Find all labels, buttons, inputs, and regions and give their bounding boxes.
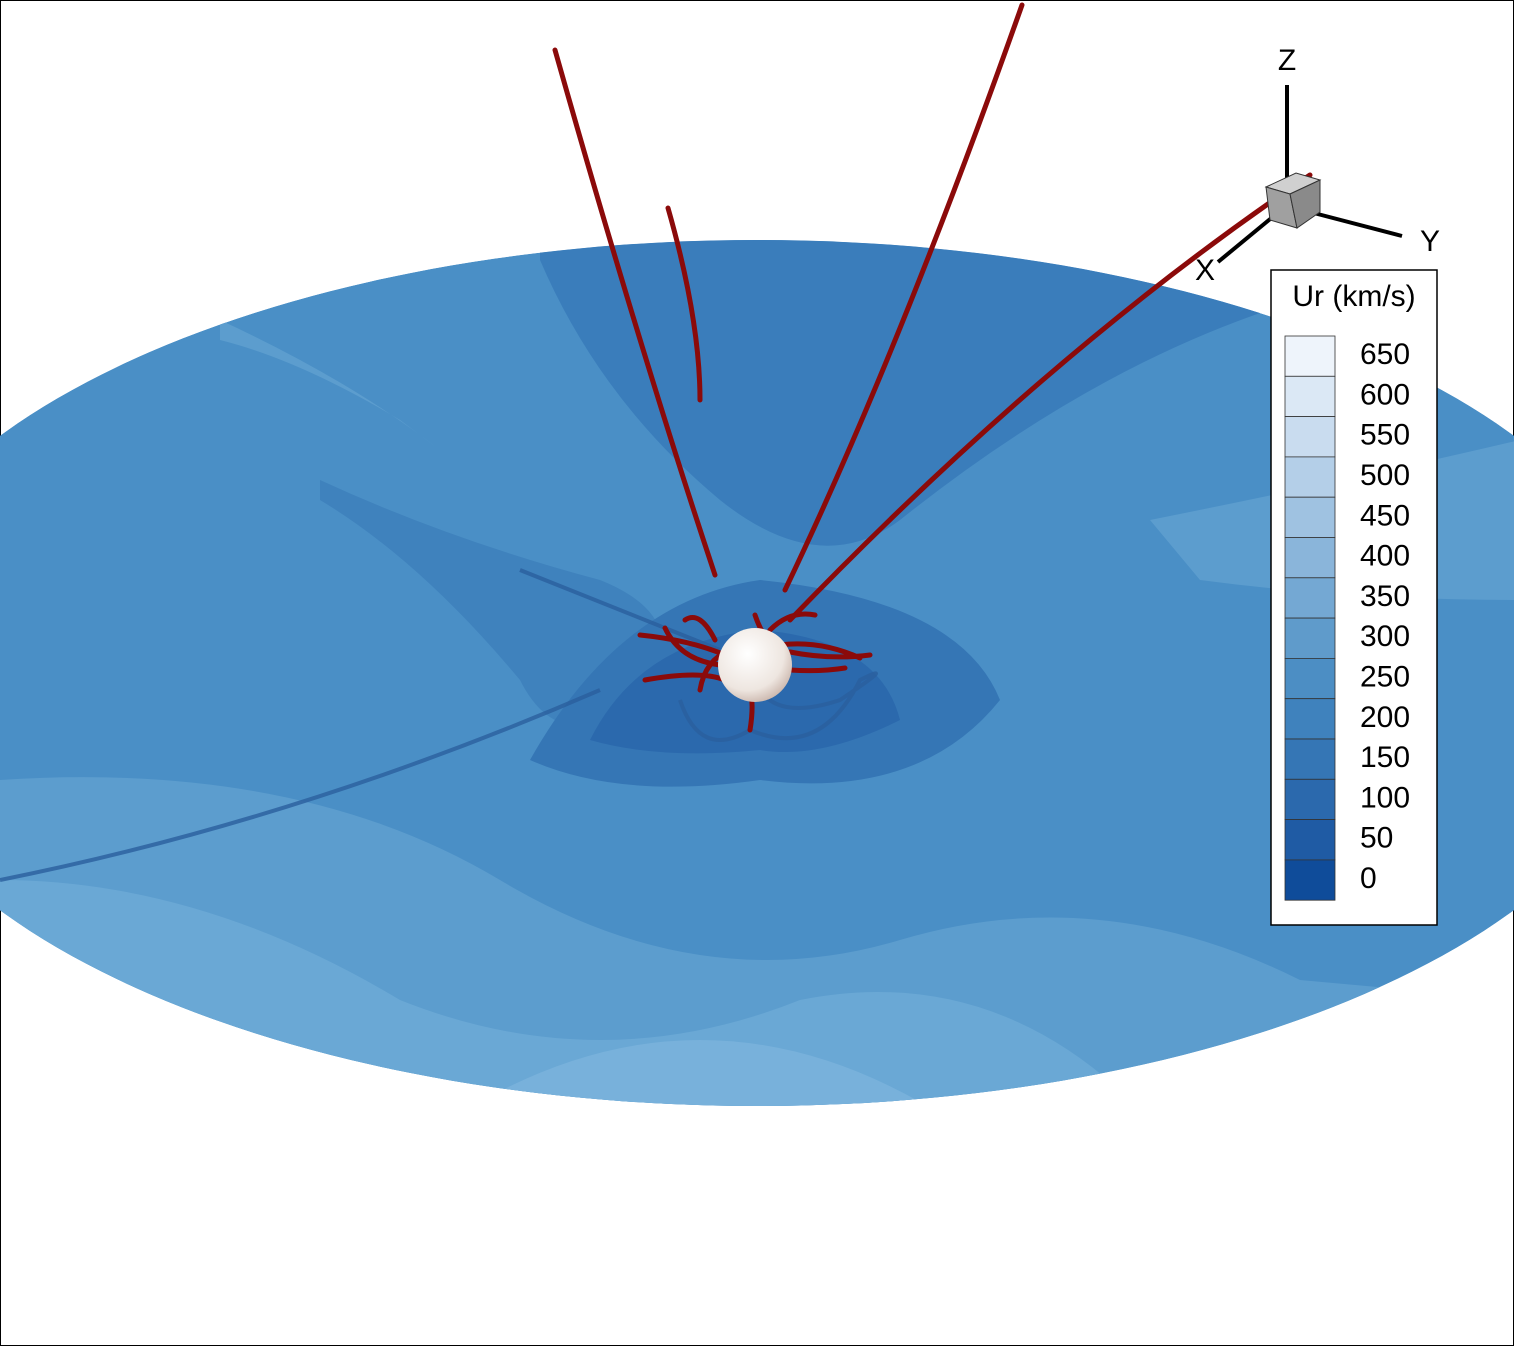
legend-label: 0 [1360, 862, 1377, 895]
legend-swatch [1284, 416, 1336, 458]
legend-swatch [1284, 537, 1336, 579]
legend-swatch [1284, 496, 1336, 538]
legend-swatch [1284, 658, 1336, 700]
legend-label: 150 [1360, 741, 1410, 774]
legend-label: 250 [1360, 660, 1410, 693]
legend-label: 200 [1360, 701, 1410, 734]
axis-label: X [1195, 254, 1215, 287]
legend-label: 350 [1360, 580, 1410, 613]
legend-swatch [1284, 617, 1336, 659]
legend-label: 100 [1360, 781, 1410, 814]
legend-title: Ur (km/s) [1292, 280, 1415, 313]
legend-label: 400 [1360, 540, 1410, 573]
legend-label: 550 [1360, 419, 1410, 452]
sun-sphere [718, 628, 792, 702]
legend: Ur (km/s) 650600550500450400350300250200… [1270, 269, 1438, 926]
legend-swatch [1284, 698, 1336, 740]
legend-swatch [1284, 375, 1336, 417]
axis-label: Z [1278, 44, 1296, 77]
legend-swatch [1284, 859, 1336, 901]
axis-triad: Z Y X [1195, 44, 1440, 287]
legend-swatch [1284, 335, 1336, 377]
legend-label: 500 [1360, 459, 1410, 492]
axis-label: Y [1420, 225, 1440, 258]
legend-swatch [1284, 577, 1336, 619]
legend-swatch [1284, 778, 1336, 820]
legend-label: 450 [1360, 499, 1410, 532]
field-lines [552, 2, 1313, 733]
legend-swatch [1284, 738, 1336, 780]
legend-label: 50 [1360, 822, 1393, 855]
legend-swatch [1284, 819, 1336, 861]
legend-label: 650 [1360, 338, 1410, 371]
legend-swatch [1284, 456, 1336, 498]
legend-label: 300 [1360, 620, 1410, 653]
legend-label: 600 [1360, 378, 1410, 411]
